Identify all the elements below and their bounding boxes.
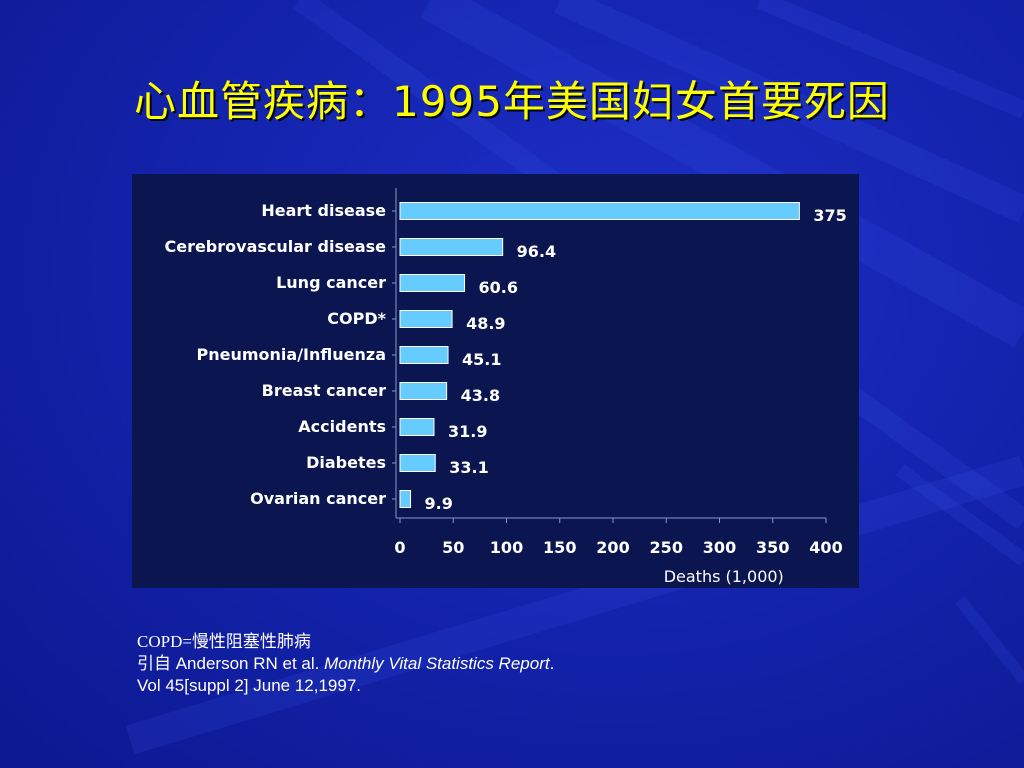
x-tick-label: 200	[596, 538, 629, 557]
category-label: Breast cancer	[262, 381, 386, 400]
value-label: 31.9	[448, 422, 487, 441]
bar	[399, 238, 504, 256]
category-label: Cerebrovascular disease	[164, 237, 386, 256]
x-tick-label: 0	[394, 538, 405, 557]
category-label: Ovarian cancer	[250, 489, 386, 508]
category-label: COPD*	[327, 309, 386, 328]
bar	[399, 382, 448, 400]
bar-chart: Heart disease 375 Cerebrovascular disease 9…	[164, 188, 847, 586]
x-tick-label: 250	[650, 538, 683, 557]
x-tick-label: 100	[490, 538, 523, 557]
bar	[399, 274, 466, 292]
x-tick-label: 400	[809, 538, 842, 557]
x-tick-label: 50	[442, 538, 464, 557]
chart-panel: Heart disease 375 Cerebrovascular disease 9…	[132, 174, 859, 588]
bar	[399, 418, 435, 436]
value-label: 9.9	[425, 494, 453, 513]
value-label: 375	[813, 206, 846, 225]
value-label: 96.4	[517, 242, 556, 261]
x-tick-label: 350	[756, 538, 789, 557]
category-label: Lung cancer	[276, 273, 386, 292]
category-label: Diabetes	[306, 453, 386, 472]
slide-title: 心血管疾病：1995年美国妇女首要死因	[134, 77, 890, 126]
source-citation: 引自 Anderson RN et al. Monthly Vital Stat…	[137, 653, 554, 675]
source-journal: Monthly Vital Statistics Report	[324, 654, 550, 673]
bar	[399, 454, 436, 472]
category-label: Heart disease	[261, 201, 386, 220]
value-label: 43.8	[461, 386, 500, 405]
value-label: 48.9	[466, 314, 505, 333]
source-period: .	[549, 654, 555, 673]
value-label: 33.1	[449, 458, 488, 477]
x-tick-label: 300	[703, 538, 736, 557]
source-prefix: 引自	[137, 654, 171, 673]
source-authors: Anderson RN et al.	[171, 654, 325, 673]
bar	[399, 202, 800, 220]
category-label: Pneumonia/Influenza	[197, 345, 386, 364]
bar	[399, 310, 453, 328]
x-tick-label: 150	[543, 538, 576, 557]
x-axis-title: Deaths (1,000)	[664, 567, 784, 586]
footnotes: COPD=慢性阻塞性肺病 引自 Anderson RN et al. Month…	[137, 631, 554, 697]
source-volume: Vol 45[suppl 2] June 12,1997.	[137, 676, 362, 695]
copd-abbreviation-note: COPD=慢性阻塞性肺病	[137, 632, 311, 651]
bar	[399, 346, 449, 364]
value-label: 60.6	[479, 278, 518, 297]
category-label: Accidents	[298, 417, 386, 436]
bar	[399, 490, 412, 508]
value-label: 45.1	[462, 350, 501, 369]
